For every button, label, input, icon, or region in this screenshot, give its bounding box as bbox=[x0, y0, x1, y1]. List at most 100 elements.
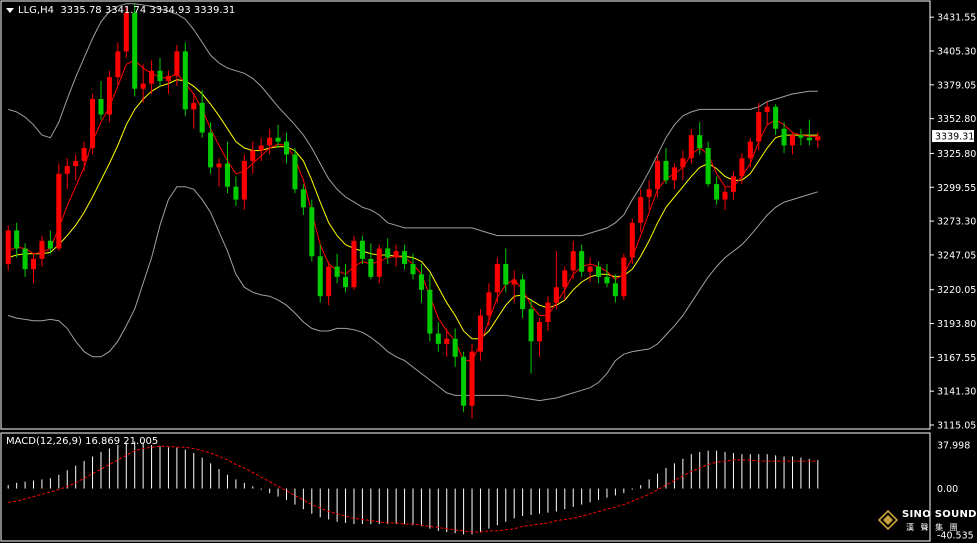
price-tick-label: 3247.05 bbox=[937, 250, 976, 261]
candle-body bbox=[376, 248, 382, 277]
candle-body bbox=[663, 160, 669, 181]
macd-tick-label: 37.998 bbox=[937, 441, 970, 452]
current-price-box bbox=[932, 130, 974, 143]
candle-body bbox=[182, 51, 188, 110]
candle-body bbox=[334, 266, 340, 277]
candle-body bbox=[39, 240, 45, 259]
macd-panel[interactable] bbox=[0, 432, 931, 542]
candle-body bbox=[22, 248, 28, 270]
candle-body bbox=[208, 132, 214, 168]
candle-body bbox=[629, 222, 635, 258]
candle-body bbox=[604, 276, 610, 284]
candle-body bbox=[191, 102, 197, 110]
candle-body bbox=[258, 145, 264, 151]
candle-body bbox=[368, 258, 374, 277]
candle-body bbox=[722, 191, 728, 200]
price-tick-label: 3141.30 bbox=[937, 387, 976, 398]
symbol-label: LLG,H4 bbox=[18, 5, 54, 16]
candle-body bbox=[511, 279, 517, 285]
candle-body bbox=[773, 106, 779, 129]
candle-body bbox=[199, 102, 205, 133]
candle-body bbox=[317, 256, 323, 297]
candle-body bbox=[714, 184, 720, 200]
candle-body bbox=[621, 257, 627, 297]
candle-body bbox=[730, 176, 736, 192]
candle-body bbox=[646, 189, 652, 197]
candles bbox=[5, 3, 821, 419]
candle-body bbox=[697, 135, 703, 149]
candle-body bbox=[81, 148, 87, 161]
current-price-marker: 3339.31 bbox=[932, 130, 974, 143]
dropdown-triangle-icon[interactable] bbox=[6, 7, 14, 13]
candle-body bbox=[562, 270, 568, 288]
candle-body bbox=[90, 99, 96, 149]
candle-body bbox=[283, 141, 290, 155]
candle-body bbox=[553, 287, 559, 303]
candle-body bbox=[486, 292, 492, 316]
candle-body bbox=[452, 338, 458, 357]
candle-body bbox=[427, 289, 433, 334]
candle-body bbox=[747, 141, 753, 159]
candle-body bbox=[216, 163, 222, 168]
price-axis: 3431.55 3405.30 3379.05 3352.80 3325.80 3299.… bbox=[930, 13, 976, 432]
candle-body bbox=[300, 189, 306, 208]
candle-body bbox=[64, 166, 70, 174]
candle-body bbox=[520, 279, 526, 310]
candle-body bbox=[385, 248, 391, 258]
candle-body bbox=[359, 240, 365, 259]
candle-body bbox=[595, 266, 602, 277]
price-tick-label: 3352.80 bbox=[937, 114, 976, 125]
macd-signal bbox=[8, 445, 818, 533]
candle-body bbox=[30, 258, 37, 270]
candle-body bbox=[579, 251, 585, 272]
candle-body bbox=[275, 137, 281, 142]
candle-body bbox=[798, 135, 804, 138]
macd-header: MACD(12,26,9) 16.869 21.005 bbox=[6, 436, 159, 447]
candle-body bbox=[469, 351, 475, 406]
price-tick-label: 3299.55 bbox=[937, 183, 976, 194]
candle-body bbox=[764, 106, 770, 112]
candle-body bbox=[106, 77, 112, 115]
candle-body bbox=[393, 251, 399, 258]
candle-body bbox=[477, 315, 483, 352]
brand-subtitle: 漢 聲 集 團 bbox=[906, 523, 960, 532]
candle-body bbox=[157, 70, 163, 82]
bollinger-upper-line bbox=[8, 3, 818, 237]
price-tick-label: 3405.30 bbox=[937, 47, 976, 58]
candle-body bbox=[267, 137, 273, 146]
candle-body bbox=[309, 207, 315, 257]
candle-body bbox=[680, 158, 686, 168]
candle-body bbox=[123, 12, 129, 52]
price-tick-label: 3115.05 bbox=[937, 421, 976, 432]
candle-body bbox=[739, 158, 745, 177]
brand-logo: SINO SOUND 漢 聲 集 團 bbox=[878, 508, 976, 538]
price-tick-label: 3325.80 bbox=[937, 149, 976, 160]
macd-tick-label: -40.535 bbox=[937, 531, 974, 542]
candle-body bbox=[444, 338, 450, 344]
candle-body bbox=[149, 70, 155, 84]
candle-body bbox=[224, 163, 231, 187]
candle-body bbox=[98, 99, 104, 115]
candle-body bbox=[705, 148, 711, 185]
ohlc-values: 3335.78 3341.74 3334.93 3339.31 bbox=[60, 5, 236, 16]
bollinger-lower-line bbox=[8, 186, 818, 402]
candle-body bbox=[756, 111, 762, 142]
candle-body bbox=[5, 230, 11, 264]
candle-body bbox=[688, 135, 694, 159]
candle-body bbox=[570, 251, 576, 271]
candle-body bbox=[781, 128, 787, 146]
price-tick-label: 3220.05 bbox=[937, 285, 976, 296]
candle-body bbox=[292, 154, 298, 190]
candle-body bbox=[503, 263, 509, 285]
candle-body bbox=[140, 83, 146, 89]
candle-body bbox=[132, 12, 138, 89]
candle-body bbox=[461, 356, 467, 406]
candle-body bbox=[806, 137, 812, 141]
candle-body bbox=[56, 173, 62, 249]
candle-body bbox=[14, 230, 20, 249]
diamond-logo-icon bbox=[878, 510, 898, 530]
macd-tick-label: 0.00 bbox=[937, 484, 958, 495]
candle-body bbox=[815, 136, 821, 141]
candle-body bbox=[241, 160, 247, 200]
